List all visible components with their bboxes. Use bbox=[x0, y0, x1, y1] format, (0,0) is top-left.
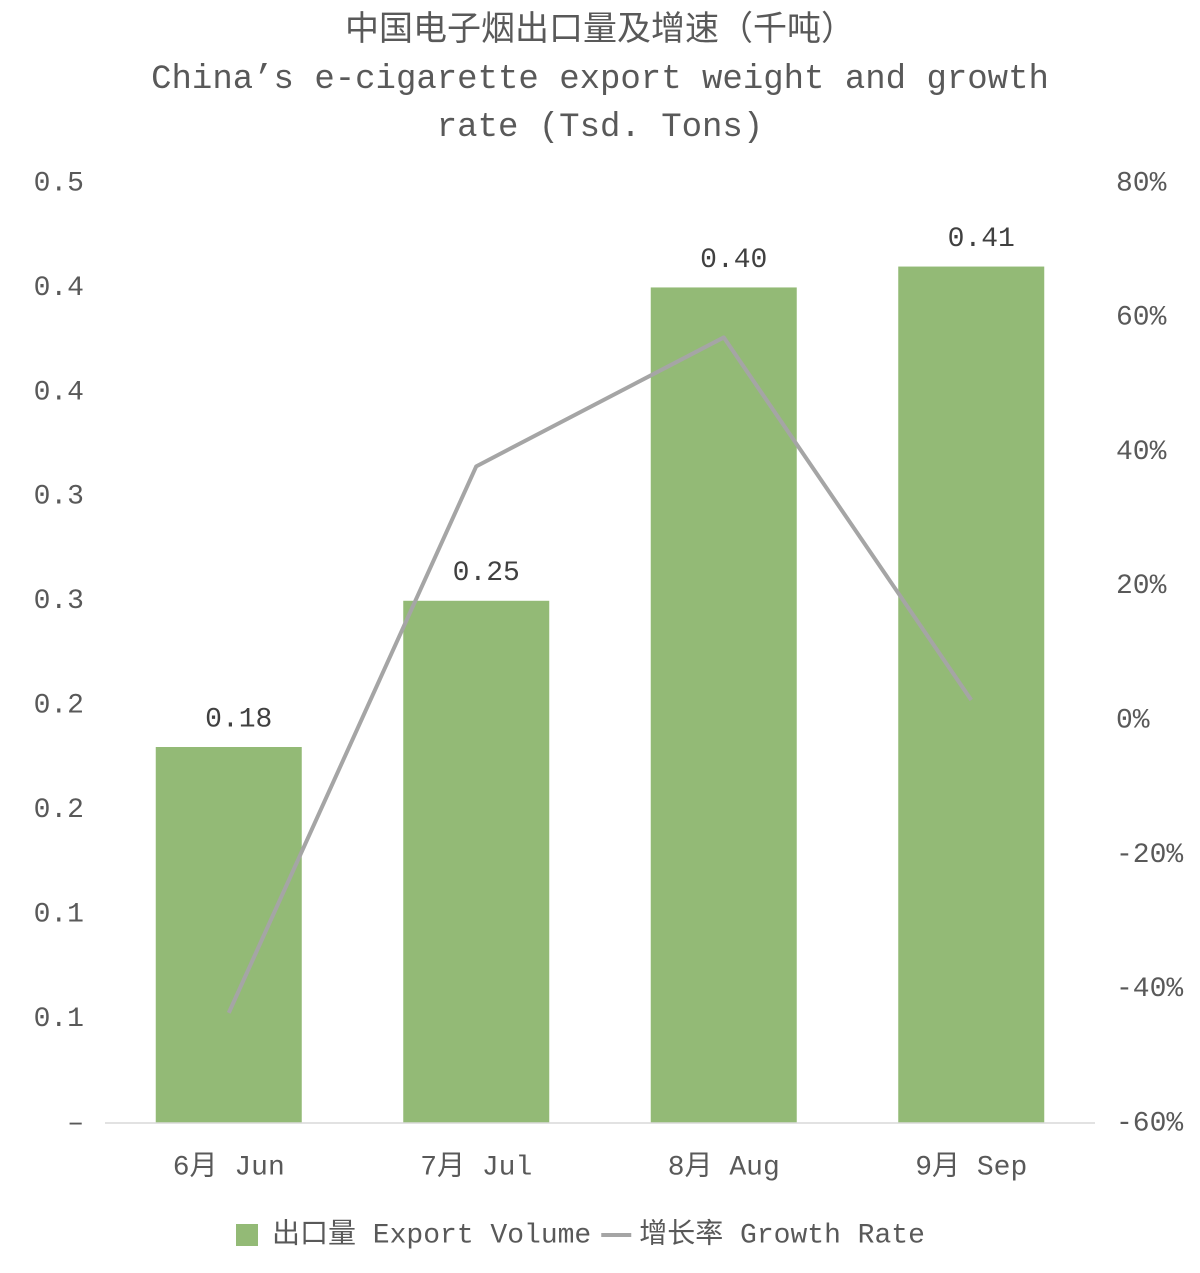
x-tick-label: 8月 Aug bbox=[668, 1151, 780, 1183]
data-label: 0.18 bbox=[205, 704, 272, 735]
y-tick-label: 0.3 bbox=[34, 586, 84, 617]
y2-tick-label: 80% bbox=[1116, 168, 1167, 199]
y-tick-label: 0.2 bbox=[34, 691, 84, 722]
y-tick-label: – bbox=[67, 1108, 84, 1139]
y-tick-label: 0.2 bbox=[34, 795, 84, 826]
x-tick-label: 6月 Jun bbox=[173, 1151, 285, 1183]
titles: 中国电子烟出口量及增速（千吨） China’s e-cigarette expo… bbox=[100, 8, 1100, 152]
y2-tick-label: 40% bbox=[1116, 437, 1167, 468]
y2-tick-label: 60% bbox=[1116, 303, 1167, 334]
y2-tick-label: 0% bbox=[1116, 706, 1150, 737]
y2-tick-label: -40% bbox=[1116, 974, 1183, 1005]
y-tick-label: 0.4 bbox=[34, 273, 84, 304]
y-tick-label: 0.5 bbox=[34, 168, 84, 199]
data-label: 0.25 bbox=[453, 558, 520, 589]
line bbox=[226, 335, 973, 1014]
bar bbox=[403, 600, 550, 1123]
legend-label: 出口量 Export Volume bbox=[272, 1217, 591, 1251]
x-tick-label: 7月 Jul bbox=[420, 1151, 532, 1183]
y-tick-label: 0.1 bbox=[34, 900, 84, 931]
chart-title: 中国电子烟出口量及增速（千吨） bbox=[345, 13, 855, 51]
y-tick-label: 0.3 bbox=[34, 482, 84, 513]
legend-swatch bbox=[236, 1224, 258, 1246]
data-label: 0.40 bbox=[700, 245, 767, 276]
y2-tick-label: -20% bbox=[1116, 840, 1183, 871]
chart-subtitle: China’s e-cigarette export weight and gr… bbox=[151, 61, 1049, 147]
y2-tick-label: -60% bbox=[1116, 1108, 1183, 1139]
y-tick-label: 0.4 bbox=[34, 377, 84, 408]
y-tick-label: 0.1 bbox=[34, 1004, 84, 1035]
bar bbox=[155, 747, 302, 1123]
legend-label: 增长率 Growth Rate bbox=[639, 1217, 925, 1251]
bar bbox=[898, 266, 1045, 1123]
x-tick-label: 9月 Sep bbox=[915, 1151, 1027, 1183]
bar bbox=[650, 287, 797, 1123]
y2-tick-label: 20% bbox=[1116, 571, 1167, 602]
data-label: 0.41 bbox=[948, 224, 1015, 255]
